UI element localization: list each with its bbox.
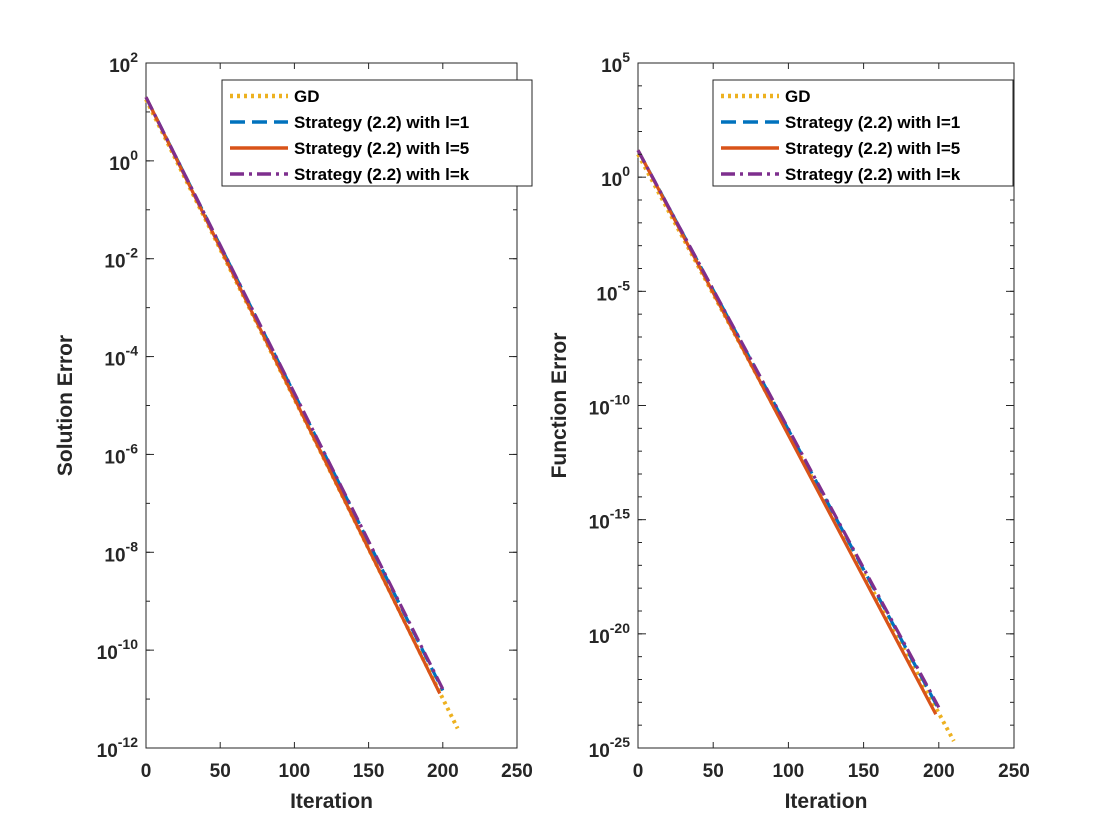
y-tick-base: 10 <box>601 56 622 77</box>
y-tick-label: 10-2 <box>104 245 138 273</box>
y-tick-label: 10-4 <box>104 343 138 371</box>
y-tick-label: 10-10 <box>97 636 139 664</box>
y-tick-exponent: -8 <box>126 538 139 554</box>
y-tick-label: 100 <box>109 147 138 175</box>
x-tick-label: 200 <box>427 761 459 782</box>
y-tick-base: 10 <box>589 513 610 534</box>
chart-panel-2: 0 50 100 150 200 25010510010-510-1010-1510-20… <box>548 49 1030 813</box>
y-tick-label: 10-5 <box>596 277 630 305</box>
y-tick-base: 10 <box>104 447 125 468</box>
y-tick-exponent: 0 <box>622 163 630 179</box>
y-tick-exponent: -5 <box>618 277 631 293</box>
y-tick-label: 10-8 <box>104 538 138 566</box>
series-line-1 <box>636 153 956 743</box>
y-tick-exponent: -6 <box>126 440 139 456</box>
y-tick-label: 10-25 <box>589 734 631 762</box>
legend-label-3: Strategy (2.2) with l=5 <box>294 139 469 158</box>
series-line-4 <box>636 149 941 709</box>
y-tick-base: 10 <box>104 252 125 273</box>
legend-label-4: Strategy (2.2) with l=k <box>785 165 961 184</box>
y-tick-label: 10-20 <box>589 620 631 648</box>
x-tick-label: 150 <box>848 761 880 782</box>
chart-panel-1: 0 50 100 150 200 25010210010-210-410-610-810-… <box>54 49 533 813</box>
x-tick-label: 0 <box>141 761 152 782</box>
legend-label-3: Strategy (2.2) with l=5 <box>785 139 960 158</box>
legend-label-1: GD <box>785 87 811 106</box>
x-tick-label: 50 <box>703 761 724 782</box>
y-tick-exponent: -2 <box>126 245 139 261</box>
y-tick-base: 10 <box>589 741 610 762</box>
y-axis-label: Solution Error <box>54 335 77 476</box>
y-tick-base: 10 <box>97 741 118 762</box>
y-tick-label: 10-12 <box>97 734 139 762</box>
x-tick-label: 150 <box>353 761 385 782</box>
y-tick-exponent: -15 <box>610 506 630 522</box>
y-tick-exponent: 0 <box>130 147 138 163</box>
x-tick-label: 250 <box>501 761 533 782</box>
x-tick-label: 0 <box>633 761 644 782</box>
x-tick-label: 50 <box>210 761 231 782</box>
y-tick-base: 10 <box>601 170 622 191</box>
y-tick-label: 102 <box>109 49 138 77</box>
y-tick-base: 10 <box>104 350 125 371</box>
y-tick-base: 10 <box>104 545 125 566</box>
y-tick-base: 10 <box>589 399 610 420</box>
y-tick-label: 10-10 <box>589 392 631 420</box>
x-axis-label: Iteration <box>290 790 373 813</box>
y-tick-exponent: -4 <box>126 343 139 359</box>
y-tick-exponent: -10 <box>610 392 630 408</box>
series-line-4 <box>144 96 445 690</box>
y-tick-base: 10 <box>97 643 118 664</box>
legend-label-2: Strategy (2.2) with l=1 <box>785 113 960 132</box>
x-axis-label: Iteration <box>785 790 868 813</box>
legend-label-2: Strategy (2.2) with l=1 <box>294 113 469 132</box>
y-tick-exponent: 2 <box>130 49 138 65</box>
series-line-3 <box>636 149 938 716</box>
y-tick-label: 105 <box>601 49 630 77</box>
y-tick-exponent: -20 <box>610 620 630 636</box>
y-tick-exponent: -12 <box>118 734 138 750</box>
y-tick-exponent: -10 <box>118 636 138 652</box>
x-tick-label: 100 <box>773 761 805 782</box>
y-tick-base: 10 <box>109 154 130 175</box>
y-tick-base: 10 <box>596 284 617 305</box>
y-axis-label: Function Error <box>548 333 571 479</box>
legend: GD Strategy (2.2) with l=1 Strategy (2.2) … <box>221 79 533 187</box>
y-tick-label: 100 <box>601 163 630 191</box>
legend-label-1: GD <box>294 87 320 106</box>
legend-label-4: Strategy (2.2) with l=k <box>294 165 470 184</box>
y-tick-label: 10-15 <box>589 506 631 534</box>
x-tick-label: 250 <box>998 761 1030 782</box>
y-tick-exponent: 5 <box>622 49 630 65</box>
y-tick-base: 10 <box>589 627 610 648</box>
x-tick-label: 100 <box>279 761 311 782</box>
y-tick-exponent: -25 <box>610 734 630 750</box>
y-tick-label: 10-6 <box>104 440 138 468</box>
y-tick-base: 10 <box>109 56 130 77</box>
x-tick-label: 200 <box>923 761 955 782</box>
legend: GD Strategy (2.2) with l=1 Strategy (2.2) … <box>712 79 1014 187</box>
